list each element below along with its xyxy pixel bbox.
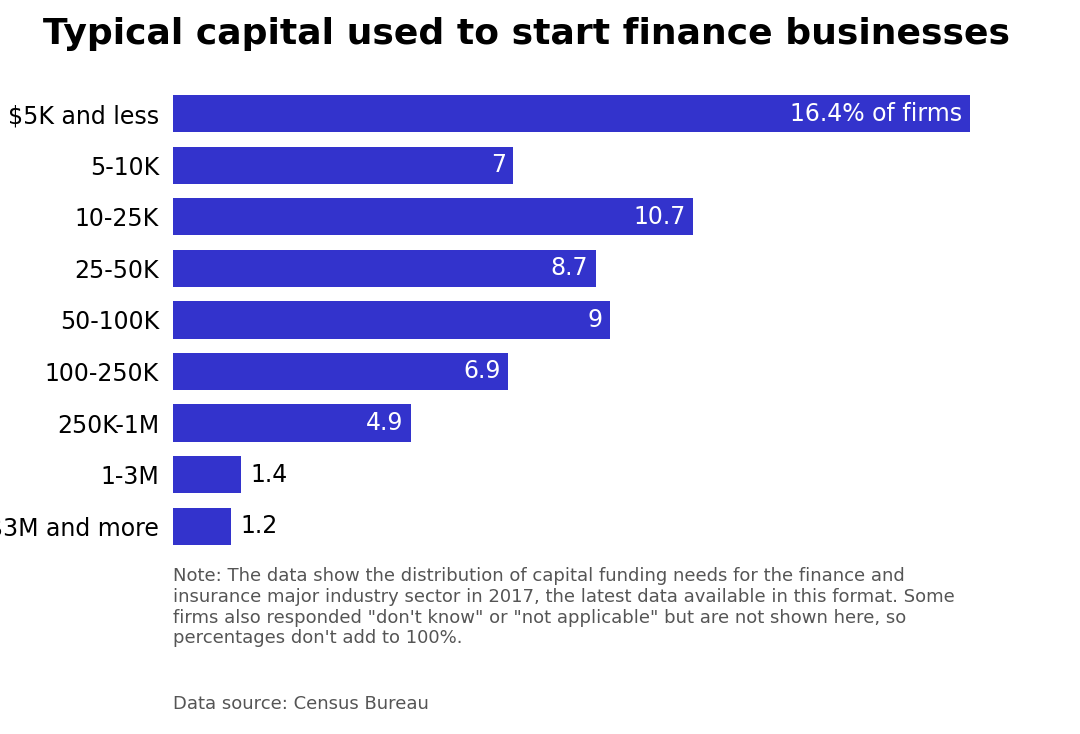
Text: Typical capital used to start finance businesses: Typical capital used to start finance bu… bbox=[43, 18, 1010, 51]
Text: 10.7: 10.7 bbox=[633, 205, 686, 229]
Text: 4.9: 4.9 bbox=[366, 411, 404, 435]
Bar bbox=[173, 147, 513, 184]
Text: Data source: Census Bureau: Data source: Census Bureau bbox=[173, 694, 429, 713]
Bar bbox=[173, 456, 241, 493]
Text: Note: The data show the distribution of capital funding needs for the finance an: Note: The data show the distribution of … bbox=[173, 567, 955, 647]
Bar bbox=[173, 302, 610, 338]
Text: 9: 9 bbox=[588, 308, 603, 332]
Text: 16.4% of firms: 16.4% of firms bbox=[791, 102, 962, 126]
Bar bbox=[173, 404, 410, 442]
Bar bbox=[173, 353, 509, 390]
Text: 1.2: 1.2 bbox=[241, 514, 278, 538]
Text: 6.9: 6.9 bbox=[463, 360, 501, 383]
Text: 7: 7 bbox=[490, 153, 505, 178]
Text: 1.4: 1.4 bbox=[251, 462, 287, 487]
Bar bbox=[173, 507, 231, 545]
Bar bbox=[173, 95, 970, 132]
Bar bbox=[173, 198, 693, 236]
Text: 8.7: 8.7 bbox=[551, 256, 589, 280]
Bar bbox=[173, 250, 595, 287]
